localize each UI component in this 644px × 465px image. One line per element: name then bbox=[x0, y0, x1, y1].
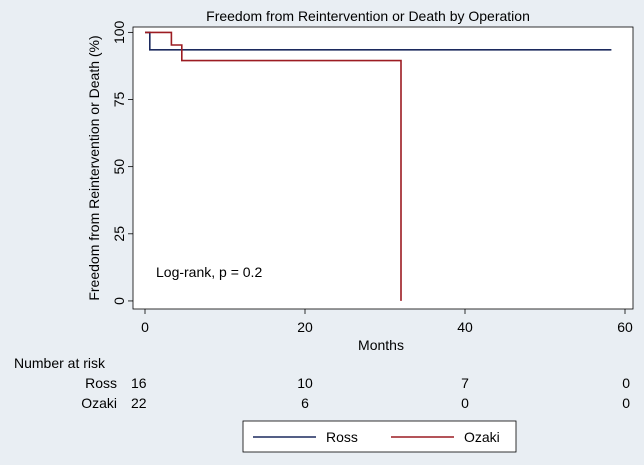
risk-value: 6 bbox=[301, 395, 309, 411]
risk-value: 0 bbox=[461, 395, 469, 411]
risk-row-label: Ross bbox=[85, 375, 117, 391]
series-layer bbox=[145, 31, 612, 301]
risk-value: 0 bbox=[622, 375, 630, 391]
risk-value: 0 bbox=[622, 395, 630, 411]
y-tick-label: 100 bbox=[111, 20, 127, 44]
risk-value: 16 bbox=[131, 375, 147, 391]
x-axis-label: Months bbox=[358, 337, 404, 353]
risk-table: Ross 16 10 7 0 Ozaki 22 6 0 0 bbox=[81, 375, 630, 411]
chart-title: Freedom from Reintervention or Death by … bbox=[206, 8, 530, 24]
y-axis: 0 25 50 75 100 bbox=[111, 20, 133, 305]
y-tick-label: 0 bbox=[111, 297, 127, 305]
risk-value: 7 bbox=[461, 375, 469, 391]
x-axis: 0 20 40 60 bbox=[141, 309, 633, 335]
risk-table-header: Number at risk bbox=[14, 355, 106, 371]
y-tick-label: 25 bbox=[111, 226, 127, 242]
y-tick-label: 75 bbox=[111, 92, 127, 108]
plot-area bbox=[132, 26, 634, 310]
x-tick-label: 40 bbox=[457, 319, 473, 335]
x-tick-label: 60 bbox=[617, 319, 633, 335]
logrank-annotation: Log-rank, p = 0.2 bbox=[156, 264, 262, 280]
risk-value: 22 bbox=[131, 395, 147, 411]
legend: Ross Ozaki bbox=[242, 420, 517, 453]
risk-row-label: Ozaki bbox=[81, 395, 117, 411]
y-axis-label: Freedom from Reintervention or Death (%) bbox=[86, 35, 102, 300]
series-line-ozaki bbox=[145, 31, 402, 301]
y-tick-label: 50 bbox=[111, 159, 127, 175]
legend-label-ross: Ross bbox=[326, 429, 358, 445]
risk-value: 10 bbox=[297, 375, 313, 391]
legend-label-ozaki: Ozaki bbox=[464, 429, 500, 445]
x-tick-label: 0 bbox=[141, 319, 149, 335]
x-tick-label: 20 bbox=[297, 319, 313, 335]
